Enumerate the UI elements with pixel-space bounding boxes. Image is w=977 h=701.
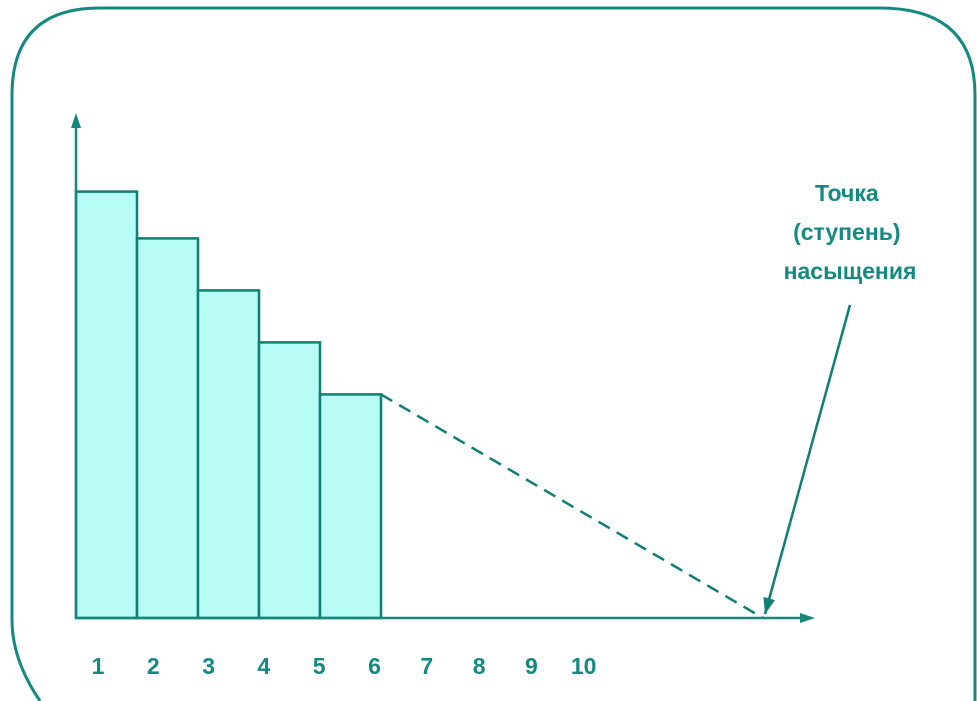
bar-5 — [318, 393, 383, 620]
x-tick-label-5: 5 — [313, 653, 326, 679]
x-tick-label-8: 8 — [473, 653, 486, 679]
annotation-pointer — [763, 304, 852, 615]
bar-3 — [196, 289, 261, 620]
x-tick-label-7: 7 — [420, 653, 433, 679]
x-axis-arrow — [800, 613, 815, 623]
annotation-label: Точка (ступень) насыщения — [784, 180, 917, 284]
annotation-pointer-arrowhead — [763, 596, 776, 614]
bar-4 — [257, 341, 322, 620]
bar-2 — [135, 237, 200, 620]
x-tick-label-2: 2 — [147, 653, 160, 679]
x-tick-label-9: 9 — [525, 653, 538, 679]
x-tick-label-1: 1 — [92, 653, 105, 679]
x-tick-label-6: 6 — [368, 653, 381, 679]
y-axis-arrow — [71, 113, 81, 128]
annotation-line-2: (ступень) — [793, 219, 900, 245]
rounded-frame — [10, 6, 977, 701]
annotation-line-3: насыщения — [784, 258, 917, 284]
bar-1 — [74, 190, 139, 620]
trend-line — [380, 393, 764, 620]
x-tick-label-3: 3 — [202, 653, 215, 679]
x-tick-labels: 1 2 3 4 5 6 7 8 9 10 — [92, 653, 597, 679]
bars-group — [74, 190, 383, 620]
x-tick-label-10: 10 — [571, 653, 597, 679]
x-tick-label-4: 4 — [258, 653, 271, 679]
annotation-line-1: Точка — [815, 180, 879, 206]
